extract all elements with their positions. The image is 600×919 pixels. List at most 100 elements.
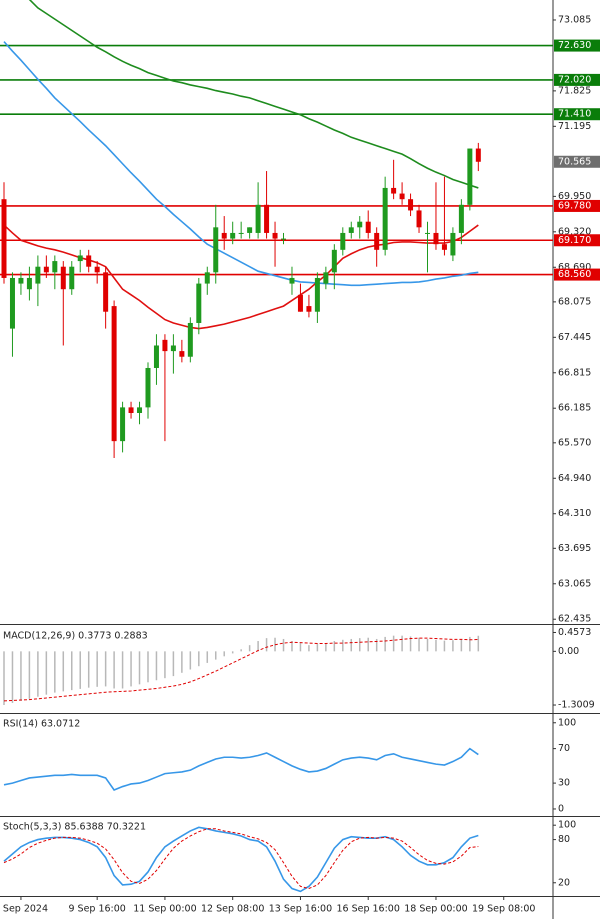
level-label: 69.780 [558,200,591,211]
histogram-bar [282,638,285,652]
level-label: 71.410 [558,109,591,120]
candle-body [94,266,100,273]
histogram-bar [62,651,65,692]
histogram-bar [104,651,107,687]
candle-body [433,232,439,245]
y-tick-label: 64.310 [558,508,591,519]
x-tick-label: 16 Sep 16:00 [336,904,399,915]
histogram-bar [460,638,463,652]
histogram-bar [384,636,386,652]
candle-body [120,407,126,442]
y-tick-label: 70 [558,743,570,754]
candle-body [365,221,371,233]
histogram-bar [71,651,73,691]
histogram-bar [333,641,336,652]
y-tick-label: 30 [558,778,570,789]
plot-area [3,747,479,791]
candle-body [35,266,41,284]
y-tick-label: 66.185 [558,403,591,414]
histogram-bar [231,651,234,654]
level-label-box [554,268,600,281]
candle-body [450,232,456,256]
candle-body [399,193,405,200]
histogram-bar [375,638,378,652]
histogram-bar [28,651,31,699]
y-tick-label: -1.3009 [558,700,595,711]
y-tick-label: 66.815 [558,367,591,378]
candle-body [297,294,303,312]
histogram-bar [409,636,412,652]
candle-body [425,232,430,234]
histogram-bar [181,651,183,673]
candle-body [103,272,109,312]
candle-body [264,204,270,233]
histogram-bar [350,638,353,652]
y-tick-label: 80 [558,834,570,845]
x-tick-label: 9 Sep 16:00 [68,904,125,915]
histogram-bar [45,651,48,695]
candle-body [153,345,159,368]
candle-body [145,367,151,408]
candle-body [391,187,397,194]
y-tick-label: 69.320 [558,226,591,237]
histogram-bar [198,651,200,667]
candle-body [60,266,66,290]
histogram-bar [164,651,166,679]
histogram-bar [96,651,98,687]
candle-body [374,232,380,250]
histogram-bar [452,640,454,652]
level-label: 68.560 [558,269,591,280]
level-label-box [554,108,600,121]
plot-area [3,635,480,705]
histogram-bar [299,643,302,652]
y-tick-label: 65.570 [558,437,591,448]
candle-body [458,204,464,233]
histogram-bar [240,649,242,652]
candle-body [111,306,117,442]
y-tick-label: 0 [558,803,564,814]
y-tick-label: 100 [558,820,576,831]
histogram-bar [37,651,39,697]
histogram-bar [79,651,81,689]
last-price-box [554,155,600,168]
candle-body [323,272,329,284]
candle-body [408,199,414,211]
y-tick-label: 73.085 [558,14,591,25]
indicator-line [3,828,479,890]
candle-body [69,266,75,290]
x-tick-label: 18 Sep 00:00 [404,904,467,915]
candle-body [357,221,363,228]
candle-body [281,238,287,240]
panel-title: RSI(14) 63.0712 [3,719,80,730]
candle-body [331,249,337,273]
candle-body [348,227,354,233]
y-tick-label: 67.445 [558,332,591,343]
candle-body [289,277,295,284]
level-label-box [554,199,600,212]
candle-body [467,148,473,205]
indicator-line [3,826,479,893]
y-tick-label: 63.695 [558,543,591,554]
candle-body [1,199,7,278]
histogram-bar [215,651,217,660]
histogram-bar [392,635,395,652]
level-label-box [554,39,600,52]
histogram-bar [113,651,115,689]
histogram-bar [477,635,480,652]
histogram-bar [367,637,369,652]
candle-body [43,266,49,273]
histogram-bar [248,645,251,652]
histogram-bar [401,635,403,652]
candle-body [340,232,346,250]
x-tick-label: 6 Sep 2024 [0,904,48,915]
plot-area [3,826,479,893]
moving-average [28,0,479,189]
histogram-bar [443,640,446,652]
histogram-bar [121,651,124,689]
histogram-bar [3,651,5,705]
candle-body [272,232,278,239]
candle-body [86,255,92,267]
candle-body [213,227,219,273]
